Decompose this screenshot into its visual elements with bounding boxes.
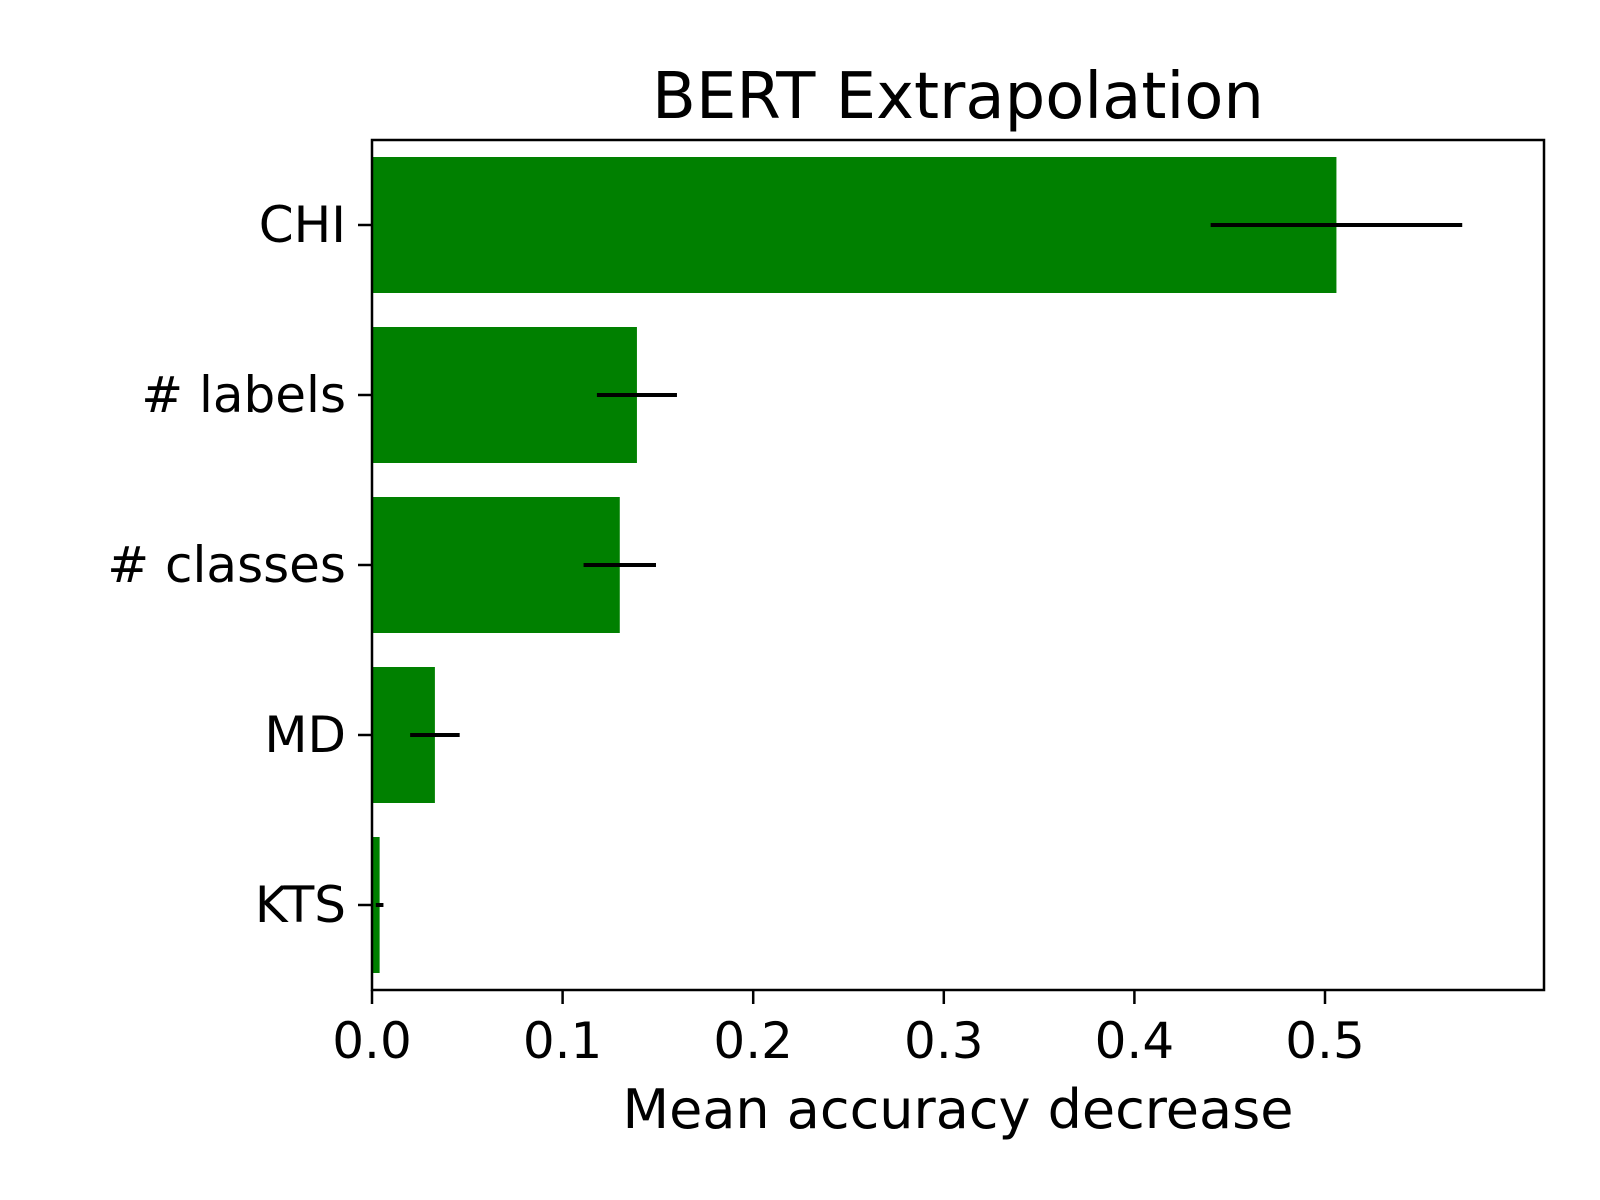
bar-0 xyxy=(372,157,1337,293)
x-tick-label-5: 0.5 xyxy=(1285,1012,1365,1070)
y-tick-label-2: # classes xyxy=(107,536,346,594)
bars-group xyxy=(372,157,1337,973)
y-tick-label-4: KTS xyxy=(255,876,346,934)
x-axis-ticks: 0.0 0.1 0.2 0.3 0.4 0.5 xyxy=(332,990,1365,1070)
x-tick-label-0: 0.0 xyxy=(332,1012,412,1070)
plot-frame xyxy=(370,138,1546,992)
error-bars-group xyxy=(375,223,1463,907)
y-tick-label-0: CHI xyxy=(259,196,346,254)
chart-title: BERT Extrapolation xyxy=(652,60,1264,134)
x-tick-label-2: 0.2 xyxy=(713,1012,793,1070)
bar-1 xyxy=(372,327,637,463)
y-axis-ticks: CHI # labels # classes MD KTS xyxy=(107,196,372,934)
bar-2 xyxy=(372,497,620,633)
y-tick-label-3: MD xyxy=(264,706,346,764)
x-axis-label: Mean accuracy decrease xyxy=(623,1078,1294,1141)
x-tick-label-3: 0.3 xyxy=(904,1012,984,1070)
x-tick-label-1: 0.1 xyxy=(523,1012,603,1070)
x-tick-label-4: 0.4 xyxy=(1095,1012,1175,1070)
y-tick-label-1: # labels xyxy=(141,366,346,424)
